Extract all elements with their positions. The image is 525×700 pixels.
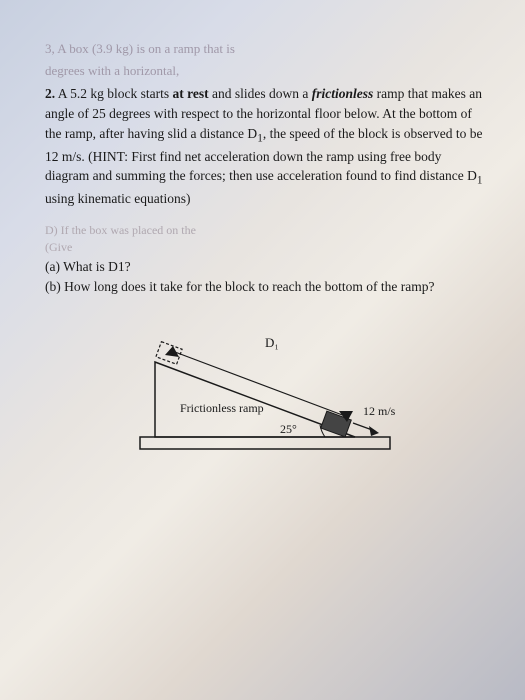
velocity-arrow [369, 426, 379, 436]
faded-text-3: D) If the box was placed on the [45, 223, 485, 238]
part-b: (b) How long does it take for the block … [45, 277, 485, 297]
faded-text-1: 3, A box (3.9 kg) is on a ramp that is [45, 40, 485, 58]
d1-label: D₁ [265, 335, 279, 350]
page-content: 3, A box (3.9 kg) is on a ramp that is d… [25, 25, 505, 487]
base-rect [140, 437, 390, 449]
ramp-diagram: D₁ Frictionless ramp 12 m/s 25° [125, 327, 405, 472]
question-parts: (a) What is D1? (b) How long does it tak… [45, 257, 485, 298]
problem-text-5: using kinematic equations) [45, 191, 190, 206]
problem-italic-1: frictionless [312, 86, 374, 101]
problem-sub-2: 1 [477, 175, 483, 187]
velocity-label: 12 m/s [363, 404, 396, 418]
faded-text-4: (Give [45, 240, 485, 255]
problem-text-1: A 5.2 kg block starts [58, 86, 173, 101]
faded-text-2: degrees with a horizontal, [45, 62, 485, 80]
problem-text-2: and slides down a [209, 86, 312, 101]
problem-number: 2. [45, 86, 55, 101]
ramp-label: Frictionless ramp [180, 401, 264, 415]
angle-label: 25° [280, 422, 297, 436]
diagram-svg: D₁ Frictionless ramp 12 m/s 25° [125, 327, 405, 467]
part-a: (a) What is D1? [45, 257, 485, 277]
problem-bold-1: at rest [173, 86, 209, 101]
problem-statement: 2. A 5.2 kg block starts at rest and sli… [45, 84, 485, 208]
